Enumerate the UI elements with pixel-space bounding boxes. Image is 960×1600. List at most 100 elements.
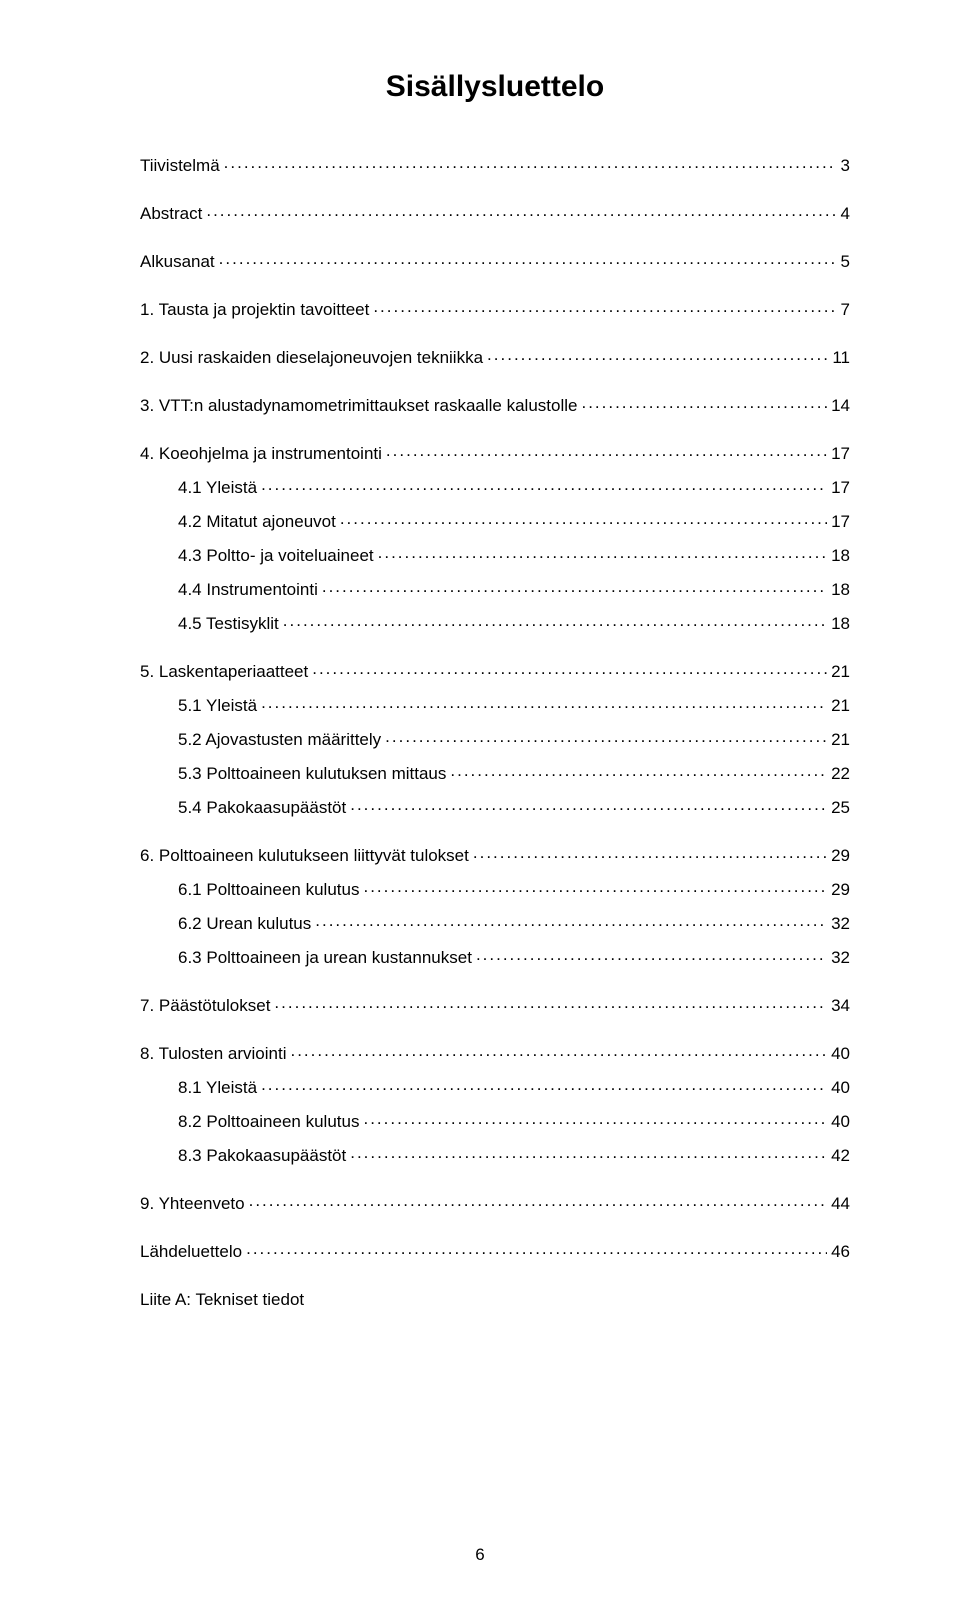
toc-page: 40: [827, 1045, 850, 1062]
toc-label: 5.2 Ajovastusten määrittely: [178, 731, 385, 748]
toc-row: Alkusanat 5: [140, 250, 850, 270]
toc-spacer: [140, 646, 850, 660]
toc-label: 4.2 Mitatut ajoneuvot: [178, 513, 340, 530]
toc-label: 4. Koeohjelma ja instrumentointi: [140, 445, 386, 462]
toc-label: 5.4 Pakokaasupäästöt: [178, 799, 350, 816]
toc-row: 5.3 Polttoaineen kulutuksen mittaus 22: [140, 762, 850, 782]
toc-label: 5.3 Polttoaineen kulutuksen mittaus: [178, 765, 450, 782]
toc-label: 4.5 Testisyklit: [178, 615, 283, 632]
toc-page: 17: [827, 513, 850, 530]
toc-leader: [350, 796, 827, 813]
toc-page: 11: [828, 349, 850, 366]
toc-page: 44: [827, 1195, 850, 1212]
page-title: Sisällysluettelo: [140, 70, 850, 104]
toc-row: 4.4 Instrumentointi18: [140, 578, 850, 598]
toc-row: 4. Koeohjelma ja instrumentointi 17: [140, 442, 850, 462]
toc-row: 4.3 Poltto- ja voiteluaineet 18: [140, 544, 850, 564]
toc-label: 5. Laskentaperiaatteet: [140, 663, 312, 680]
toc-row: 7. Päästötulokset 34: [140, 994, 850, 1014]
toc-container: Tiivistelmä 3 Abstract 4 Alkusanat 5 1. Tausta…: [140, 154, 850, 1308]
toc-page: 18: [827, 547, 850, 564]
toc-page: 29: [827, 847, 850, 864]
toc-row: Abstract 4: [140, 202, 850, 222]
toc-label: 4.1 Yleistä: [178, 479, 261, 496]
toc-leader: [206, 202, 836, 219]
toc-leader: [581, 394, 827, 411]
toc-leader: [261, 476, 827, 493]
toc-page: 32: [827, 949, 850, 966]
toc-label: 6.3 Polttoaineen ja urean kustannukset: [178, 949, 476, 966]
toc-spacer: [140, 428, 850, 442]
toc-row: 8.2 Polttoaineen kulutus 40: [140, 1110, 850, 1130]
toc-page: 40: [827, 1079, 850, 1096]
toc-leader: [290, 1042, 827, 1059]
toc-label: Lähdeluettelo: [140, 1243, 246, 1260]
toc-label: 1. Tausta ja projektin tavoitteet: [140, 301, 373, 318]
toc-row: 5.1 Yleistä 21: [140, 694, 850, 714]
toc-leader: [224, 154, 837, 171]
toc-leader: [322, 578, 827, 595]
toc-label: 6.1 Polttoaineen kulutus: [178, 881, 363, 898]
toc-page: 14: [827, 397, 850, 414]
toc-spacer: [140, 284, 850, 298]
toc-spacer: [140, 830, 850, 844]
toc-page: 18: [827, 581, 850, 598]
toc-row: 6.3 Polttoaineen ja urean kustannukset 32: [140, 946, 850, 966]
toc-page: 4: [837, 205, 850, 222]
toc-row: 6.1 Polttoaineen kulutus 29: [140, 878, 850, 898]
toc-leader: [385, 728, 827, 745]
toc-leader: [312, 660, 827, 677]
toc-label: 8.3 Pakokaasupäästöt: [178, 1147, 350, 1164]
toc-row: 8.3 Pakokaasupäästöt 42: [140, 1144, 850, 1164]
toc-page: 17: [827, 445, 850, 462]
toc-page: 40: [827, 1113, 850, 1130]
toc-page: 21: [827, 697, 850, 714]
toc-label: 8.2 Polttoaineen kulutus: [178, 1113, 363, 1130]
toc-page: 3: [837, 157, 850, 174]
toc-leader: [350, 1144, 827, 1161]
toc-leader: [274, 994, 827, 1011]
toc-label: 8.1 Yleistä: [178, 1079, 261, 1096]
toc-label: 3. VTT:n alustadynamometrimittaukset ras…: [140, 397, 581, 414]
toc-label: 7. Päästötulokset: [140, 997, 274, 1014]
toc-label: Alkusanat: [140, 253, 219, 270]
toc-label: 5.1 Yleistä: [178, 697, 261, 714]
toc-label: Tiivistelmä: [140, 157, 224, 174]
toc-row: Lähdeluettelo 46: [140, 1240, 850, 1260]
toc-leader: [473, 844, 827, 861]
toc-leader: [378, 544, 827, 561]
toc-page: 22: [827, 765, 850, 782]
toc-label: 6. Polttoaineen kulutukseen liittyvät tu…: [140, 847, 473, 864]
toc-row: 8. Tulosten arviointi 40: [140, 1042, 850, 1062]
toc-page: 17: [827, 479, 850, 496]
toc-row: 5. Laskentaperiaatteet 21: [140, 660, 850, 680]
toc-leader: [476, 946, 827, 963]
toc-page: 46: [827, 1243, 850, 1260]
toc-spacer: [140, 1028, 850, 1042]
toc-label: 8. Tulosten arviointi: [140, 1045, 290, 1062]
toc-spacer: [140, 380, 850, 394]
toc-page: 34: [827, 997, 850, 1014]
toc-page: 25: [827, 799, 850, 816]
toc-page: 32: [827, 915, 850, 932]
toc-leader: [363, 878, 827, 895]
toc-leader: [261, 1076, 827, 1093]
toc-page: 5: [837, 253, 850, 270]
toc-page: 42: [827, 1147, 850, 1164]
toc-page: 21: [827, 663, 850, 680]
toc-row: 1. Tausta ja projektin tavoitteet 7: [140, 298, 850, 318]
toc-row: 4.1 Yleistä 17: [140, 476, 850, 496]
toc-label: Abstract: [140, 205, 206, 222]
toc-row: 4.5 Testisyklit18: [140, 612, 850, 632]
toc-row: 5.4 Pakokaasupäästöt 25: [140, 796, 850, 816]
toc-row: 6.2 Urean kulutus 32: [140, 912, 850, 932]
toc-leader: [315, 912, 827, 929]
toc-row: 4.2 Mitatut ajoneuvot 17: [140, 510, 850, 530]
toc-label: 6.2 Urean kulutus: [178, 915, 315, 932]
toc-leader: [219, 250, 837, 267]
toc-label: 4.3 Poltto- ja voiteluaineet: [178, 547, 378, 564]
toc-spacer: [140, 236, 850, 250]
toc-page: 29: [827, 881, 850, 898]
toc-leader: [340, 510, 827, 527]
toc-page: 7: [837, 301, 850, 318]
